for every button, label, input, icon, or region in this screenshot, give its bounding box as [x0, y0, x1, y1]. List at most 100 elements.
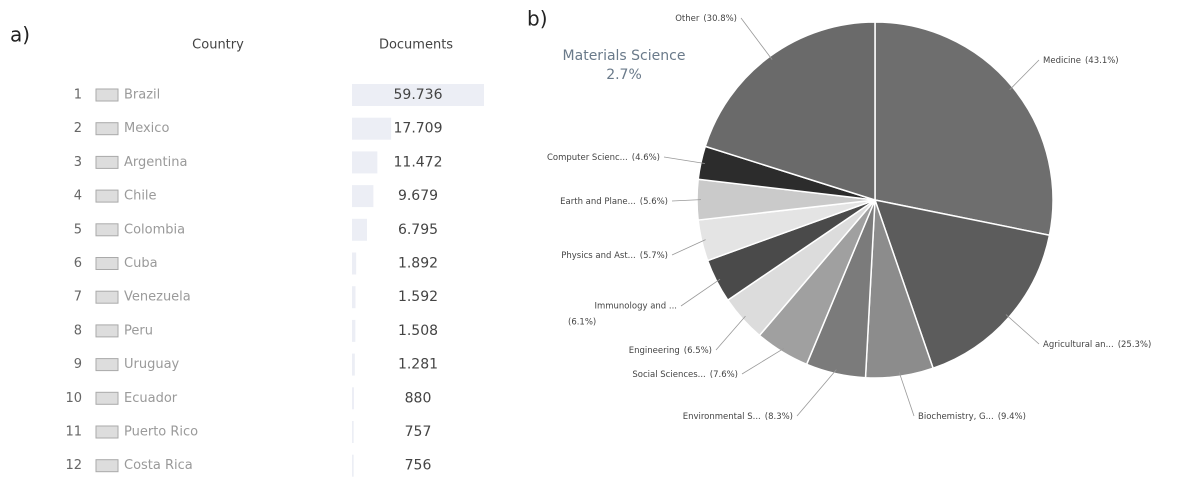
slice-name: Biochemistry, G...	[918, 412, 994, 422]
column-header: Country	[192, 38, 244, 53]
flag	[95, 425, 119, 439]
bar	[352, 117, 392, 140]
documents: 11.472	[394, 154, 443, 170]
country: Chile	[124, 189, 157, 204]
leader-line	[1005, 314, 1040, 345]
leader-line	[715, 315, 746, 351]
flag	[95, 155, 119, 169]
slice-value: (25.3%)	[1118, 340, 1152, 350]
country: Uruguay	[124, 357, 180, 372]
slice-name: Environmental S...	[683, 412, 761, 422]
slice-label: Agricultural an... (25.3%)	[1043, 340, 1151, 350]
documents: 1.281	[398, 357, 438, 373]
slice-name: Medicine	[1043, 56, 1081, 66]
leader-line	[1009, 59, 1040, 91]
rank: 12	[65, 458, 82, 473]
flag	[95, 88, 119, 102]
flag	[95, 459, 119, 473]
column-header: Documents	[379, 38, 453, 53]
country: Peru	[124, 323, 153, 338]
rank: 2	[74, 121, 82, 136]
panel-label: a)	[10, 23, 30, 47]
rank: 3	[74, 155, 82, 170]
flag	[95, 391, 119, 405]
pie-slice	[874, 21, 1054, 237]
slice-name: Computer Scienc...	[547, 153, 628, 163]
flag	[95, 324, 119, 338]
slice-value: (4.6%)	[632, 153, 660, 163]
slice-value: (6.5%)	[684, 346, 712, 356]
rank: 1	[74, 88, 82, 103]
slice-value: (7.6%)	[710, 370, 738, 380]
leader-line	[796, 369, 837, 417]
rank: 5	[74, 222, 82, 237]
documents: 9.679	[398, 188, 438, 204]
slice-value: (5.7%)	[640, 251, 668, 261]
leader-line	[741, 347, 785, 375]
leader-line	[663, 156, 705, 164]
country: Ecuador	[124, 391, 178, 406]
slice-name: Social Sciences...	[632, 370, 705, 380]
slice-label: Biochemistry, G... (9.4%)	[918, 412, 1026, 422]
documents: 756	[405, 458, 432, 474]
documents: 17.709	[394, 121, 443, 137]
bar	[352, 151, 378, 174]
slice-label: Environmental S... (8.3%)	[683, 412, 793, 422]
slice-name: Other	[675, 14, 700, 24]
rank: 8	[74, 323, 82, 338]
flag	[95, 223, 119, 237]
country: Mexico	[124, 121, 169, 136]
slice-value: (9.4%)	[998, 412, 1026, 422]
slice-label: Computer Scienc... (4.6%)	[547, 153, 660, 163]
documents: 757	[405, 424, 432, 440]
country: Venezuela	[124, 290, 191, 305]
slice-name: Engineering	[629, 346, 680, 356]
bar	[352, 319, 356, 342]
slice-value: (5.6%)	[640, 197, 668, 207]
country: Costa Rica	[124, 458, 193, 473]
rank: 10	[65, 391, 82, 406]
slice-label: Engineering (6.5%)	[629, 346, 712, 356]
slice-label: Physics and Ast... (5.7%)	[561, 251, 668, 261]
leader-line	[671, 239, 706, 256]
slice-name: Earth and Plane...	[560, 197, 636, 207]
slice-value: (8.3%)	[765, 412, 793, 422]
documents: 880	[405, 390, 432, 406]
slice-name: Physics and Ast...	[561, 251, 636, 261]
slice-value: (30.8%)	[703, 14, 737, 24]
slice-label: Social Sciences... (7.6%)	[632, 370, 738, 380]
bar	[352, 218, 368, 241]
bar	[352, 421, 354, 443]
leader-line	[671, 199, 702, 202]
country: Argentina	[124, 155, 187, 170]
bar	[352, 454, 354, 477]
slice-label: Earth and Plane... (5.6%)	[560, 197, 668, 207]
leader-line	[680, 278, 721, 307]
country: Colombia	[124, 222, 185, 237]
country: Brazil	[124, 88, 160, 103]
flag	[95, 122, 119, 136]
leader-line	[740, 17, 773, 60]
flag	[95, 358, 119, 372]
rank: 9	[74, 357, 82, 372]
bar	[352, 387, 354, 410]
documents: 59.736	[394, 87, 443, 103]
annotation: Materials Science	[563, 48, 686, 64]
bar	[352, 84, 484, 106]
bar	[352, 185, 374, 208]
slice-name: Agricultural an...	[1043, 340, 1114, 350]
flag	[95, 189, 119, 203]
slice-value: (43.1%)	[1085, 56, 1119, 66]
bar	[352, 286, 356, 309]
documents: 1.592	[398, 289, 438, 305]
annotation: 2.7%	[606, 67, 642, 83]
rank: 6	[74, 256, 82, 271]
bar	[352, 252, 357, 275]
slice-value: (6.1%)	[568, 318, 596, 328]
rank: 11	[65, 425, 82, 440]
panel-label: b)	[527, 7, 548, 31]
documents: 6.795	[398, 222, 438, 238]
leader-line	[898, 372, 915, 417]
documents: 1.892	[398, 256, 438, 272]
